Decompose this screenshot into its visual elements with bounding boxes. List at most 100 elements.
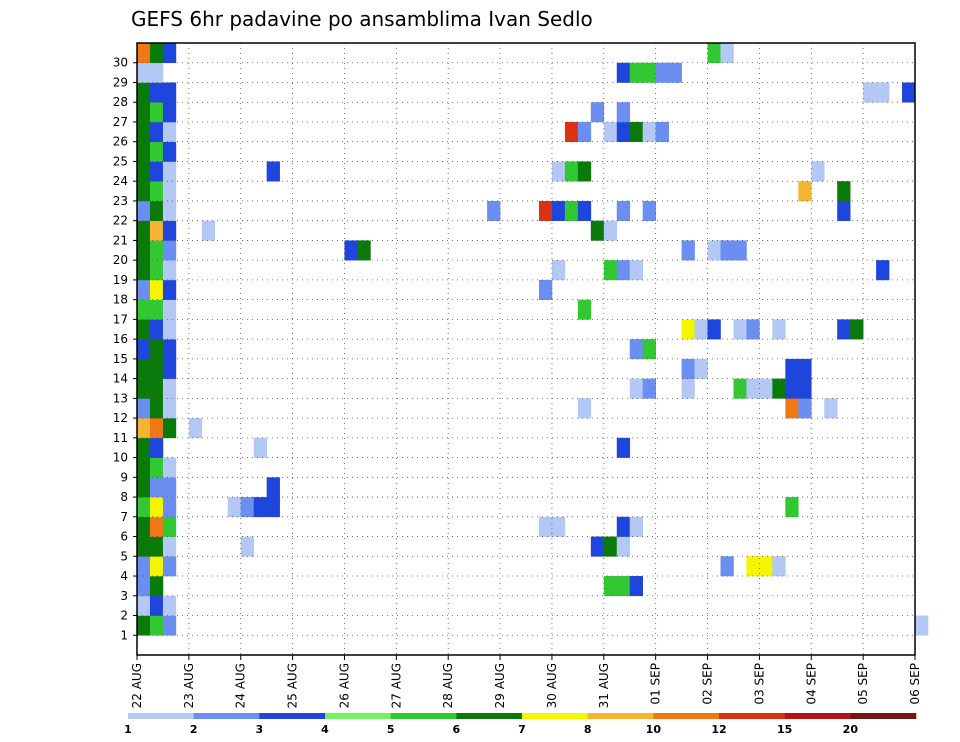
heatmap-cell: [694, 358, 708, 379]
heatmap-cell: [137, 200, 151, 221]
heatmap-cell: [746, 556, 760, 577]
colorbar-label: 20: [843, 723, 859, 736]
y-tick-label: 17: [113, 312, 128, 326]
x-tick-label: 26 AUG: [337, 663, 351, 708]
y-tick-label: 2: [120, 609, 128, 623]
heatmap-cell: [616, 121, 631, 143]
heatmap-cell: [551, 260, 566, 281]
heatmap-cell: [577, 121, 592, 143]
heatmap-cell: [551, 161, 566, 182]
heatmap-cell: [681, 378, 695, 399]
heatmap-cell: [149, 240, 164, 261]
heatmap-cell: [629, 339, 643, 360]
y-tick-label: 3: [120, 589, 128, 603]
heatmap-cell: [344, 240, 358, 261]
heatmap-cell: [149, 437, 164, 458]
heatmap-cell: [707, 240, 721, 261]
heatmap-cell: [642, 62, 656, 83]
colorbar-swatch: [719, 713, 785, 719]
y-tick-label: 20: [113, 253, 128, 267]
heatmap-cell: [785, 378, 799, 399]
colorbar-swatch: [325, 713, 391, 719]
colorbar-label: 10: [646, 723, 662, 736]
colorbar-label: 2: [190, 723, 198, 736]
heatmap-cell: [902, 82, 916, 103]
colorbar-label: 15: [777, 723, 792, 736]
heatmap-cell: [642, 121, 656, 143]
x-tick-label: 27 AUG: [389, 663, 403, 708]
heatmap-cell: [149, 378, 164, 399]
heatmap-cell: [137, 516, 151, 537]
heatmap-cell: [162, 398, 177, 419]
heatmap-cell: [137, 62, 151, 83]
colorbar-label: 3: [256, 723, 264, 736]
heatmap-cell: [629, 62, 643, 83]
heatmap-cell: [564, 121, 579, 143]
heatmap-cell: [149, 319, 164, 340]
heatmap-cell: [149, 595, 164, 616]
heatmap-cell: [746, 319, 760, 340]
heatmap-cell: [162, 497, 177, 518]
heatmap-cell: [137, 378, 151, 399]
heatmap-cell: [162, 299, 177, 320]
heatmap-cells: [137, 43, 929, 636]
heatmap-cell: [162, 141, 177, 162]
heatmap-cell: [162, 536, 177, 557]
colorbar-swatch: [850, 713, 917, 719]
heatmap-cell: [253, 497, 267, 518]
heatmap-cell: [162, 260, 177, 281]
heatmap-cell: [162, 82, 177, 103]
y-tick-label: 7: [120, 510, 128, 524]
heatmap-cell: [577, 398, 592, 419]
heatmap-cell: [590, 536, 605, 557]
heatmap-cell: [785, 398, 799, 419]
heatmap-cell: [162, 358, 177, 379]
heatmap-cell: [577, 161, 592, 182]
heatmap-cell: [149, 556, 164, 577]
heatmap-cell: [137, 437, 151, 458]
colorbar: 1 2 3 4 5 6 7 8 10 12 15 20: [124, 713, 917, 736]
x-tick-label: 25 AUG: [286, 663, 300, 708]
heatmap-cell: [137, 398, 151, 419]
heatmap-cell: [162, 339, 177, 360]
heatmap-cell: [707, 43, 721, 64]
y-tick-label: 28: [113, 95, 128, 109]
colorbar-swatch: [784, 713, 851, 719]
heatmap-cell: [266, 477, 280, 498]
heatmap-cell: [564, 200, 579, 221]
heatmap-cell: [603, 220, 618, 241]
heatmap-cell: [798, 181, 812, 202]
heatmap-cell: [616, 576, 631, 597]
heatmap-cell: [201, 220, 216, 241]
heatmap-cell: [538, 516, 553, 537]
x-tick-label: 28 AUG: [441, 663, 455, 708]
colorbar-swatch: [456, 713, 523, 719]
y-axis: 1234567891011121314151617181920212223242…: [113, 56, 137, 642]
heatmap-cell: [681, 240, 695, 261]
heatmap-cell: [733, 240, 747, 261]
heatmap-cell: [240, 497, 254, 518]
x-tick-label: 03 SEP: [752, 663, 766, 705]
x-tick-label: 30 AUG: [545, 663, 559, 708]
y-tick-label: 8: [120, 490, 128, 504]
y-tick-label: 29: [113, 75, 128, 89]
heatmap-cell: [603, 121, 618, 143]
heatmap-cell: [772, 556, 786, 577]
y-tick-label: 16: [113, 332, 128, 346]
heatmap-cell: [876, 260, 890, 281]
x-tick-label: 02 SEP: [701, 663, 715, 705]
y-tick-label: 12: [113, 411, 128, 425]
heatmap-cell: [694, 319, 708, 340]
heatmap-cell: [149, 516, 164, 537]
heatmap-cell: [616, 516, 631, 537]
x-tick-label: 22 AUG: [130, 663, 144, 708]
plot-frame: [136, 42, 916, 656]
heatmap-cell: [137, 615, 151, 636]
heatmap-cell: [162, 240, 177, 261]
heatmap-cell: [137, 556, 151, 577]
heatmap-cell: [642, 339, 656, 360]
grid-lines: [137, 43, 915, 655]
heatmap-cell: [629, 576, 643, 597]
heatmap-cell: [746, 378, 760, 399]
